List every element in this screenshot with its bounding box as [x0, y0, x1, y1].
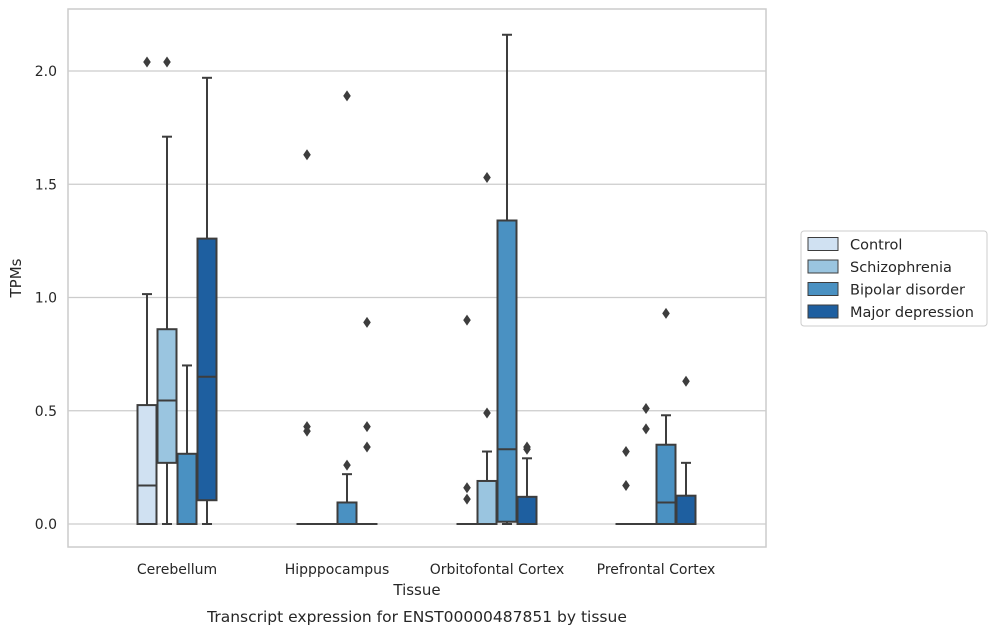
outlier-point — [463, 314, 471, 326]
box-orbitofontal-cortex-major-depression — [516, 441, 538, 526]
y-tick-label: 0.5 — [35, 404, 57, 420]
box-body — [496, 219, 518, 523]
box-orbitofontal-cortex-control — [456, 314, 478, 525]
legend-label: Control — [850, 238, 902, 254]
box-cerebellum-schizophrenia — [156, 56, 178, 525]
y-axis-title: TPMs — [7, 258, 25, 298]
legend-swatch — [807, 237, 839, 251]
y-tick-labels: 0.0 0.5 1.0 1.5 2.0 — [35, 64, 57, 533]
outlier-point — [363, 421, 371, 433]
y-tick-label: 1.0 — [35, 291, 57, 307]
box-hipppocampus-bipolar-disorder — [336, 90, 358, 526]
outlier-point — [682, 375, 690, 387]
x-tick-label: Prefrontal Cortex — [597, 562, 716, 578]
box-body — [516, 495, 538, 526]
box-body — [196, 237, 218, 502]
outlier-point — [143, 56, 151, 68]
outlier-point — [303, 149, 311, 161]
box-body — [336, 501, 358, 526]
box-hipppocampus-major-depression — [356, 316, 378, 525]
x-tick-label: Cerebellum — [137, 562, 217, 578]
y-tick-label: 1.5 — [35, 177, 57, 193]
legend-label: Schizophrenia — [850, 260, 952, 276]
box-prefrontal-cortex-schizophrenia — [635, 402, 657, 525]
chart-caption: Transcript expression for ENST0000048785… — [206, 608, 627, 626]
box-body — [156, 328, 178, 464]
outlier-point — [343, 459, 351, 471]
outlier-point — [303, 421, 311, 433]
outlier-point — [163, 56, 171, 68]
outlier-point — [343, 90, 351, 102]
legend-swatch — [807, 282, 839, 296]
outlier-point — [642, 423, 650, 435]
outlier-point — [463, 482, 471, 494]
x-tick-label: Orbitofontal Cortex — [430, 562, 565, 578]
y-tick-label: 2.0 — [35, 64, 57, 80]
box-body — [476, 479, 498, 525]
outlier-point — [363, 316, 371, 328]
box-orbitofontal-cortex-schizophrenia — [476, 171, 498, 525]
box-prefrontal-cortex-control — [615, 446, 637, 525]
box-prefrontal-cortex-bipolar-disorder — [655, 307, 677, 526]
legend-swatch — [807, 259, 839, 274]
box-body — [136, 404, 158, 525]
box-hipppocampus-control — [296, 149, 318, 525]
outlier-point — [523, 441, 531, 453]
outlier-point — [463, 493, 471, 505]
box-cerebellum-bipolar-disorder — [176, 364, 198, 525]
legend-swatch — [807, 304, 839, 319]
box-cerebellum-major-depression — [196, 76, 218, 525]
outlier-point — [642, 402, 650, 414]
outlier-point — [622, 479, 630, 491]
box-prefrontal-cortex-major-depression — [675, 375, 697, 525]
legend-frame — [800, 230, 988, 327]
legend: Control Schizophrenia Bipolar disorder Majo… — [800, 230, 988, 327]
x-axis-title: Tissue — [392, 581, 440, 599]
outlier-point — [622, 446, 630, 458]
outlier-point — [363, 441, 371, 453]
box-cerebellum-control — [136, 56, 158, 525]
x-tick-label: Hipppocampus — [285, 562, 390, 578]
plot-frame — [67, 8, 767, 548]
outlier-point — [483, 171, 491, 183]
box-orbitofontal-cortex-bipolar-disorder — [496, 33, 518, 525]
outlier-point — [483, 407, 491, 419]
box-body — [655, 443, 677, 526]
legend-label: Major depression — [850, 305, 974, 321]
x-tick-labels: Cerebellum Hipppocampus Orbitofontal Corte… — [137, 562, 715, 578]
y-tick-label: 0.0 — [35, 517, 57, 533]
legend-label: Bipolar disorder — [850, 283, 965, 299]
box-body — [675, 494, 697, 525]
box-body — [176, 452, 198, 525]
outlier-point — [662, 307, 670, 319]
box-marks — [136, 33, 697, 526]
